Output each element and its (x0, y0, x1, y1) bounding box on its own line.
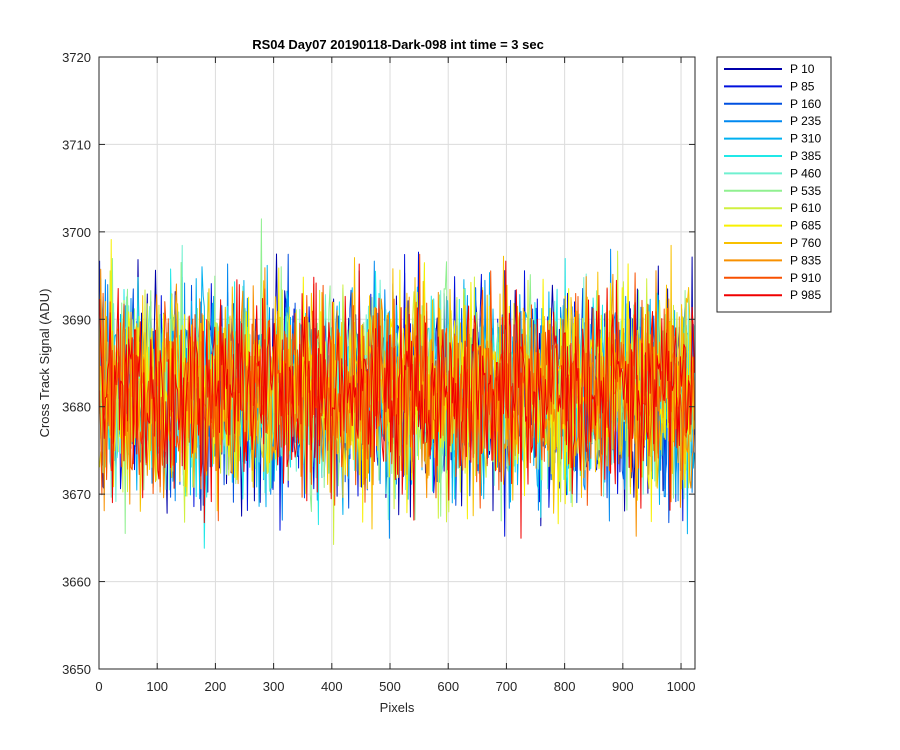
series-line (99, 253, 695, 522)
legend-label: P 10 (790, 62, 815, 76)
x-tick-label: 900 (612, 679, 634, 694)
legend: P 10 P 85 P 160 P 235 P 310 P 385 P 460 P 535 P … (716, 56, 832, 313)
legend-label: P 760 (790, 236, 821, 250)
x-axis-label: Pixels (380, 700, 415, 715)
legend-label: P 985 (790, 288, 821, 302)
legend-label: P 310 (790, 132, 821, 146)
x-tick-label: 300 (263, 679, 285, 694)
y-tick-label: 3720 (62, 50, 91, 65)
x-tick-label: 1000 (667, 679, 696, 694)
y-tick-label: 3650 (62, 662, 91, 677)
legend-label: P 835 (790, 253, 821, 267)
legend-label: P 160 (790, 97, 821, 111)
y-tick-label: 3660 (62, 575, 91, 590)
legend-box (716, 56, 832, 313)
series-line (99, 260, 695, 539)
axes-box (98, 56, 696, 670)
x-tick-label: 500 (379, 679, 401, 694)
x-tick-label: 600 (437, 679, 459, 694)
axis-ticks (98, 56, 695, 670)
y-tick-label: 3700 (62, 225, 91, 240)
series-lines (99, 218, 695, 549)
legend-label: P 385 (790, 149, 821, 163)
x-tick-label: 0 (95, 679, 102, 694)
x-tick-label: 800 (554, 679, 576, 694)
x-tick-label: 400 (321, 679, 343, 694)
y-tick-label: 3670 (62, 487, 91, 502)
legend-label: P 235 (790, 114, 821, 128)
chart-title: RS04 Day07 20190118-Dark-098 int time = … (252, 37, 544, 52)
legend-label: P 685 (790, 219, 821, 233)
x-tick-label: 200 (205, 679, 227, 694)
legend-label: P 535 (790, 184, 821, 198)
x-tick-label: 700 (496, 679, 518, 694)
legend-label: P 910 (790, 271, 821, 285)
legend-label: P 610 (790, 201, 821, 215)
y-tick-labels: 3650 3660 3670 3680 3690 3700 3710 3720 (62, 50, 91, 677)
legend-label: P 85 (790, 79, 815, 93)
x-tick-label: 100 (146, 679, 168, 694)
y-tick-label: 3690 (62, 312, 91, 327)
y-tick-label: 3680 (62, 400, 91, 415)
y-tick-label: 3710 (62, 137, 91, 152)
x-tick-labels: 0 100 200 300 400 500 600 700 800 900 1000 (95, 679, 695, 694)
legend-label: P 460 (790, 166, 821, 180)
y-axis-label: Cross Track Signal (ADU) (37, 289, 52, 438)
legend-items: P 10 P 85 P 160 P 235 P 310 P 385 P 460 P 535 P … (724, 62, 821, 302)
plot-area (98, 56, 696, 670)
